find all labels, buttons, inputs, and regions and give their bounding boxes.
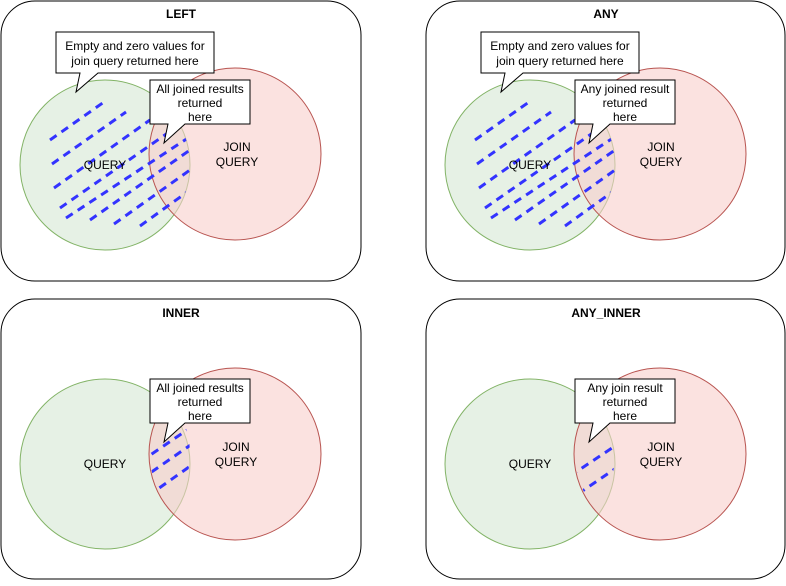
query-label: QUERY bbox=[84, 158, 126, 172]
callout-empty-values: Empty and zero values for join query ret… bbox=[55, 31, 215, 94]
callout-empty-values: Empty and zero values for join query ret… bbox=[480, 31, 640, 94]
callout-bubble bbox=[574, 79, 676, 145]
hatch-lines bbox=[49, 100, 190, 228]
callout-line1: Any joined result bbox=[581, 82, 670, 96]
join-query-label-line1: JOIN bbox=[647, 440, 674, 454]
callout-line3: here bbox=[613, 409, 637, 423]
hatch-lines bbox=[474, 100, 615, 228]
join-query-label-line2: QUERY bbox=[640, 155, 682, 169]
join-query-label-line2: QUERY bbox=[216, 155, 258, 169]
panel-inner: INNER QUERY JOIN QUERY All joined result… bbox=[0, 298, 362, 580]
hatch-area bbox=[474, 100, 615, 228]
panel-title: ANY_INNER bbox=[571, 306, 641, 320]
callout-joined-result: Any joined result returned here bbox=[574, 79, 676, 145]
callout-bubble bbox=[149, 378, 251, 444]
callout-line2: join query returned here bbox=[70, 54, 199, 68]
join-query-label-line2: QUERY bbox=[640, 455, 682, 469]
callout-bubble bbox=[480, 31, 640, 94]
join-query-label-line1: JOIN bbox=[647, 140, 674, 154]
panel-left: LEFT QUERY JOIN QUERY Empty and zero val… bbox=[0, 0, 362, 282]
callout-join-result: Any join result returned here bbox=[574, 378, 676, 444]
callout-line3: here bbox=[188, 409, 212, 423]
callout-joined-results: All joined results returned here bbox=[149, 378, 251, 444]
query-label: QUERY bbox=[509, 457, 551, 471]
callout-line2: returned bbox=[178, 395, 223, 409]
join-query-label-line2: QUERY bbox=[215, 455, 257, 469]
callout-line1: Empty and zero values for bbox=[65, 39, 204, 53]
query-label: QUERY bbox=[509, 158, 551, 172]
join-query-label-line1: JOIN bbox=[222, 440, 249, 454]
query-label: QUERY bbox=[84, 457, 126, 471]
callout-bubble bbox=[55, 31, 215, 94]
panel-title: INNER bbox=[162, 306, 200, 320]
callout-joined-results: All joined results returned here bbox=[149, 79, 251, 145]
panel-title: ANY bbox=[593, 7, 618, 21]
callout-line2: returned bbox=[603, 96, 648, 110]
callout-line1: Empty and zero values for bbox=[490, 39, 629, 53]
hatch-area bbox=[49, 100, 190, 228]
join-query-label-line1: JOIN bbox=[223, 140, 250, 154]
panel-any-inner: ANY_INNER QUERY JOIN QUERY Any join resu… bbox=[425, 298, 786, 580]
hatch-area bbox=[150, 426, 190, 498]
panel-title: LEFT bbox=[166, 7, 197, 21]
callout-line1: Any join result bbox=[587, 381, 663, 395]
callout-line2: join query returned here bbox=[495, 54, 624, 68]
callout-line2: returned bbox=[178, 96, 223, 110]
hatch-lines bbox=[150, 426, 190, 498]
callout-line1: All joined results bbox=[156, 381, 243, 395]
panel-any: ANY QUERY JOIN QUERY Empty and zero valu… bbox=[425, 0, 786, 282]
callout-line3: here bbox=[613, 110, 637, 124]
callout-bubble bbox=[574, 378, 676, 444]
callout-bubble bbox=[149, 79, 251, 145]
callout-line2: returned bbox=[603, 395, 648, 409]
callout-line3: here bbox=[188, 110, 212, 124]
callout-line1: All joined results bbox=[156, 82, 243, 96]
